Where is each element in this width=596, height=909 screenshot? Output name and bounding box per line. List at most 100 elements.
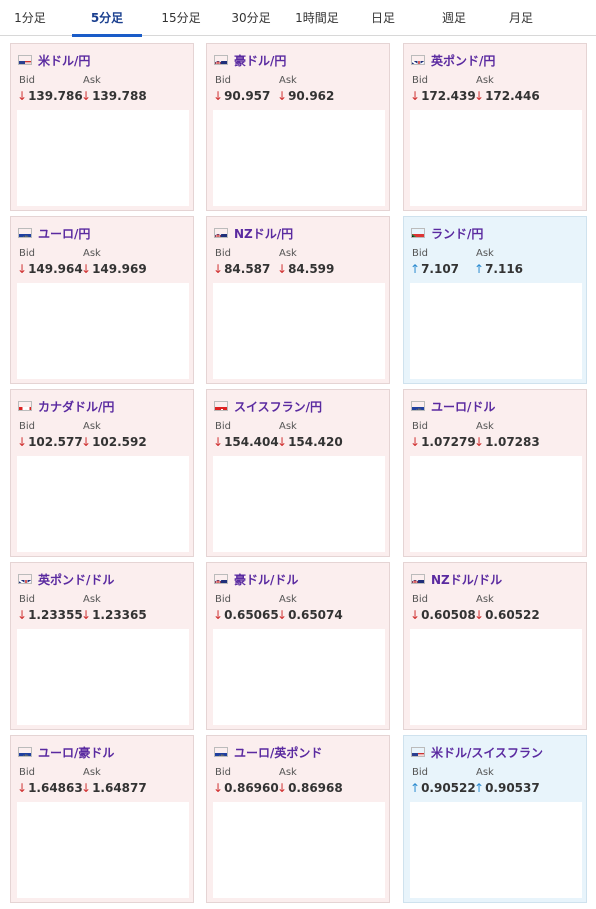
arrow-down-icon: ↓ bbox=[213, 781, 224, 795]
pair-name[interactable]: ユーロ/豪ドル bbox=[38, 745, 115, 760]
pair-name[interactable]: ランド/円 bbox=[431, 226, 484, 241]
pair-name[interactable]: 英ポンド/ドル bbox=[38, 572, 115, 587]
tab-4[interactable]: 30分足 bbox=[231, 11, 271, 25]
timeframe-tabs: 1分足 5分足 15分足 30分足 1時間足 日足 週足 月足 bbox=[0, 0, 596, 37]
tab-1[interactable]: 1分足 bbox=[14, 11, 46, 25]
tab-3[interactable]: 15分足 bbox=[161, 11, 201, 25]
ask-price: ↓0.65074 bbox=[277, 608, 343, 622]
rate-card[interactable]: 1.651.6481.6461.64421:5522:5523:55 ユーロ/豪ド… bbox=[10, 735, 194, 903]
tab-5[interactable]: 1時間足 bbox=[295, 11, 339, 25]
candlestick-chart[interactable] bbox=[410, 456, 582, 552]
bid-price: ↑7.107 bbox=[410, 262, 459, 276]
arrow-down-icon: ↓ bbox=[474, 608, 485, 622]
pair-name[interactable]: 米ドル/円 bbox=[38, 53, 91, 68]
card-header: 172.6172.4172.221:5522:5523:55 英ポンド/円 bbox=[411, 52, 495, 68]
chart-svg bbox=[410, 456, 582, 552]
tab-6[interactable]: 日足 bbox=[370, 11, 395, 25]
bid-value: 102.577 bbox=[28, 435, 83, 449]
candlestick-chart[interactable] bbox=[17, 629, 189, 725]
chart-svg bbox=[410, 802, 582, 898]
gb-flag-icon: 172.6172.4172.221:5522:5523:55 bbox=[411, 55, 425, 65]
us-flag-icon: 0.9070.9060.9050.90421:5522:5523:55 bbox=[411, 747, 425, 757]
ask-label: Ask bbox=[83, 767, 101, 778]
rate-card[interactable]: 84.884.784.684.521:5522:5523:55 NZドル/円Bid… bbox=[206, 216, 390, 384]
arrow-down-icon: ↓ bbox=[81, 435, 92, 449]
card-header: 0.8690.86821:5522:5523:55 ユーロ/英ポンド bbox=[214, 744, 322, 760]
ask-value: 172.446 bbox=[485, 89, 540, 103]
bid-value: 90.957 bbox=[224, 89, 271, 103]
arrow-down-icon: ↓ bbox=[277, 262, 288, 276]
pair-name[interactable]: 米ドル/スイスフラン bbox=[431, 745, 544, 760]
tab-7[interactable]: 週足 bbox=[441, 11, 466, 25]
pair-name[interactable]: ユーロ/円 bbox=[38, 226, 91, 241]
chart-svg bbox=[17, 110, 189, 206]
candlestick-chart[interactable] bbox=[213, 456, 385, 552]
candlestick-chart[interactable] bbox=[17, 283, 189, 379]
us-flag-icon: 139.8139.6139.4139.221:5522:5523:55 bbox=[18, 55, 32, 65]
pair-name[interactable]: カナダドル/円 bbox=[38, 399, 115, 414]
bid-label: Bid bbox=[412, 421, 428, 432]
card-header: 1.2361.23421:5522:5523:55 英ポンド/ドル bbox=[18, 571, 114, 587]
bid-price: ↓90.957 bbox=[213, 89, 270, 103]
bid-label: Bid bbox=[19, 248, 35, 259]
bid-value: 0.90522 bbox=[421, 781, 476, 795]
ask-price: ↓90.962 bbox=[277, 89, 334, 103]
arrow-down-icon: ↓ bbox=[17, 435, 28, 449]
rate-card[interactable]: 102.6102.421:5522:5523:55カナダドル/円BidAsk↓1… bbox=[10, 389, 194, 557]
pair-name[interactable]: 英ポンド/円 bbox=[431, 53, 496, 68]
rate-card[interactable]: 0.6080.60621:5522:5523:55NZドル/ドルBidAsk↓0… bbox=[403, 562, 587, 730]
eu-flag-icon: 1.651.6481.6461.64421:5522:5523:55 bbox=[18, 747, 32, 757]
ask-label: Ask bbox=[83, 75, 101, 86]
pair-name[interactable]: ユーロ/ドル bbox=[431, 399, 496, 414]
bid-label: Bid bbox=[19, 594, 35, 605]
arrow-down-icon: ↓ bbox=[410, 435, 421, 449]
tab-8[interactable]: 月足 bbox=[508, 11, 533, 25]
candlestick-chart[interactable] bbox=[213, 802, 385, 898]
chart-svg bbox=[213, 456, 385, 552]
candlestick-chart[interactable] bbox=[213, 110, 385, 206]
pair-name[interactable]: ユーロ/英ポンド bbox=[234, 745, 323, 760]
candlestick-chart[interactable] bbox=[410, 802, 582, 898]
candlestick-chart[interactable] bbox=[410, 283, 582, 379]
arrow-down-icon: ↓ bbox=[17, 608, 28, 622]
ask-label: Ask bbox=[83, 248, 101, 259]
bid-label: Bid bbox=[19, 767, 35, 778]
chart-svg bbox=[17, 802, 189, 898]
rate-card[interactable]: 0.6530.6520.6510.6521:5522:5523:55 豪ドル/ドル… bbox=[206, 562, 390, 730]
rate-card[interactable]: 0.8690.86821:5522:5523:55ユーロ/英ポンドBidAsk↓… bbox=[206, 735, 390, 903]
ask-label: Ask bbox=[476, 75, 494, 86]
ask-label: Ask bbox=[83, 421, 101, 432]
candlestick-chart[interactable] bbox=[17, 110, 189, 206]
bid-label: Bid bbox=[412, 594, 428, 605]
candlestick-chart[interactable] bbox=[410, 110, 582, 206]
candlestick-chart[interactable] bbox=[213, 629, 385, 725]
chart-svg bbox=[17, 283, 189, 379]
pair-name[interactable]: スイスフラン/円 bbox=[234, 399, 323, 414]
pair-name[interactable]: NZドル/ドル bbox=[431, 572, 503, 587]
ask-label: Ask bbox=[476, 421, 494, 432]
card-header: 149.8149.6149.421:5522:5523:55 ユーロ/円 bbox=[18, 225, 90, 241]
rate-card[interactable]: 1.2361.23421:5522:5523:55英ポンド/ドルBidAsk↓1… bbox=[10, 562, 194, 730]
rate-card[interactable]: 149.8149.6149.421:5522:5523:55 ユーロ/円 Bid As… bbox=[10, 216, 194, 384]
eu-flag-icon: 0.8690.86821:5522:5523:55 bbox=[214, 747, 228, 757]
bid-label: Bid bbox=[19, 75, 35, 86]
pair-name[interactable]: NZドル/円 bbox=[234, 226, 294, 241]
rate-card[interactable]: 7.27.157.121:5522:5523:55ランド/円BidAsk↑7.1… bbox=[403, 216, 587, 384]
tab-2[interactable]: 5分足 bbox=[72, 0, 142, 37]
candlestick-chart[interactable] bbox=[410, 629, 582, 725]
candlestick-chart[interactable] bbox=[17, 802, 189, 898]
arrow-up-icon: ↑ bbox=[474, 262, 485, 276]
pair-name[interactable]: 豪ドル/円 bbox=[234, 53, 287, 68]
ask-value: 7.116 bbox=[485, 262, 524, 276]
rate-card[interactable]: 0.9070.9060.9050.90421:5522:5523:55 米ドル/ス… bbox=[403, 735, 587, 903]
card-header: 154.4154.215421:5522:5523:55 スイスフラン/円 bbox=[214, 398, 322, 414]
candlestick-chart[interactable] bbox=[213, 283, 385, 379]
card-header: 0.9070.9060.9050.90421:5522:5523:55 米ドル/ス… bbox=[411, 744, 543, 760]
rate-card[interactable]: 139.8139.6139.4139.221:5522:5523:55 米ドル/円… bbox=[10, 43, 194, 211]
pair-name[interactable]: 豪ドル/ドル bbox=[234, 572, 299, 587]
candlestick-chart[interactable] bbox=[17, 456, 189, 552]
